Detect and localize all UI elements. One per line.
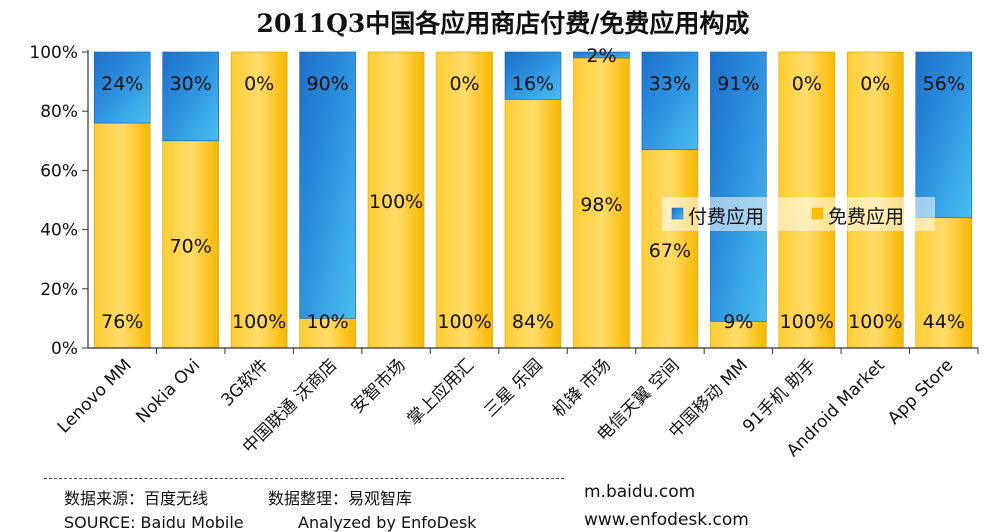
bar-paid — [504, 51, 562, 100]
data-label-free: 76% — [101, 311, 143, 333]
bar-free — [93, 122, 151, 349]
bar-paid — [573, 51, 630, 59]
category-label: 三星 乐园 — [480, 355, 546, 421]
data-label-free: 44% — [923, 311, 965, 333]
legend-label-paid: 付费应用 — [688, 206, 765, 228]
category-label: 机锋 市场 — [549, 355, 615, 421]
bar-free — [436, 51, 493, 349]
category-label: Nokia Ovi — [132, 355, 204, 427]
data-label-paid: 0% — [792, 73, 822, 95]
data-label-paid: 90% — [306, 73, 348, 95]
bar-paid — [93, 51, 151, 124]
data-label-paid: 2% — [586, 45, 616, 67]
legend-swatch-paid — [671, 207, 684, 220]
legend-swatch-free — [811, 207, 824, 220]
bar-free — [915, 217, 973, 349]
legend: 付费应用 免费应用 — [662, 197, 935, 231]
footer-analyst-en: Analyzed by EnfoDesk — [298, 513, 477, 532]
category-label: 掌上应用汇 — [404, 355, 478, 429]
data-label-paid: 56% — [923, 73, 965, 95]
bar-free — [641, 149, 699, 349]
bar-paid — [710, 51, 767, 322]
bar-free — [230, 51, 288, 349]
footer-url-baidu: m.baidu.com — [584, 482, 696, 502]
data-label-paid: 30% — [170, 73, 212, 95]
footer-url-enfodesk: www.enfodesk.com — [584, 510, 749, 530]
data-label-paid: 24% — [101, 73, 143, 95]
category-label: Lenovo MM — [54, 355, 136, 437]
y-tick-label: 40% — [40, 221, 78, 241]
chart-title: 2011Q3中国各应用商店付费/免费应用构成 — [256, 9, 750, 38]
data-label-free: 100% — [232, 311, 286, 333]
data-label-free: 67% — [649, 240, 691, 262]
footer-divider — [44, 478, 564, 479]
bar-paid — [162, 51, 219, 142]
data-label-free: 9% — [723, 311, 753, 333]
data-label-free: 10% — [306, 311, 348, 333]
bar-free — [504, 99, 562, 349]
bar-free — [162, 140, 219, 349]
footer-source-en: SOURCE: Baidu Mobile — [64, 513, 244, 532]
data-label-free: 70% — [170, 235, 212, 257]
bar-free — [573, 57, 630, 349]
bar-paid — [299, 51, 356, 319]
data-label-paid: 91% — [717, 73, 759, 95]
data-label-free: 98% — [580, 194, 622, 216]
footer-source-cn: 数据来源：百度无线 — [64, 489, 209, 508]
legend-label-free: 免费应用 — [828, 206, 905, 228]
data-label-paid: 0% — [860, 73, 890, 95]
y-tick-label: 80% — [40, 102, 78, 122]
y-tick-label: 60% — [40, 161, 78, 181]
data-label-paid: 0% — [449, 73, 479, 95]
category-label: 安智市场 — [347, 355, 409, 417]
category-label: App Store — [884, 355, 957, 428]
data-label-paid: 16% — [512, 73, 554, 95]
category-label: 3G软件 — [218, 355, 273, 410]
data-label-free: 100% — [437, 311, 491, 333]
bar-paid — [915, 51, 973, 219]
data-label-paid: 33% — [649, 73, 691, 95]
data-label-free: 100% — [780, 311, 834, 333]
y-tick-label: 20% — [40, 280, 78, 300]
footer-analyst-cn: 数据整理：易观智库 — [268, 489, 413, 508]
data-label-free: 100% — [369, 191, 423, 213]
y-tick-label: 100% — [29, 43, 78, 63]
bar-paid — [641, 51, 699, 150]
data-label-free: 84% — [512, 311, 554, 333]
bar-free — [710, 321, 767, 349]
y-tick-label: 0% — [51, 339, 78, 359]
data-label-paid: 0% — [244, 73, 274, 95]
data-label-free: 100% — [848, 311, 902, 333]
